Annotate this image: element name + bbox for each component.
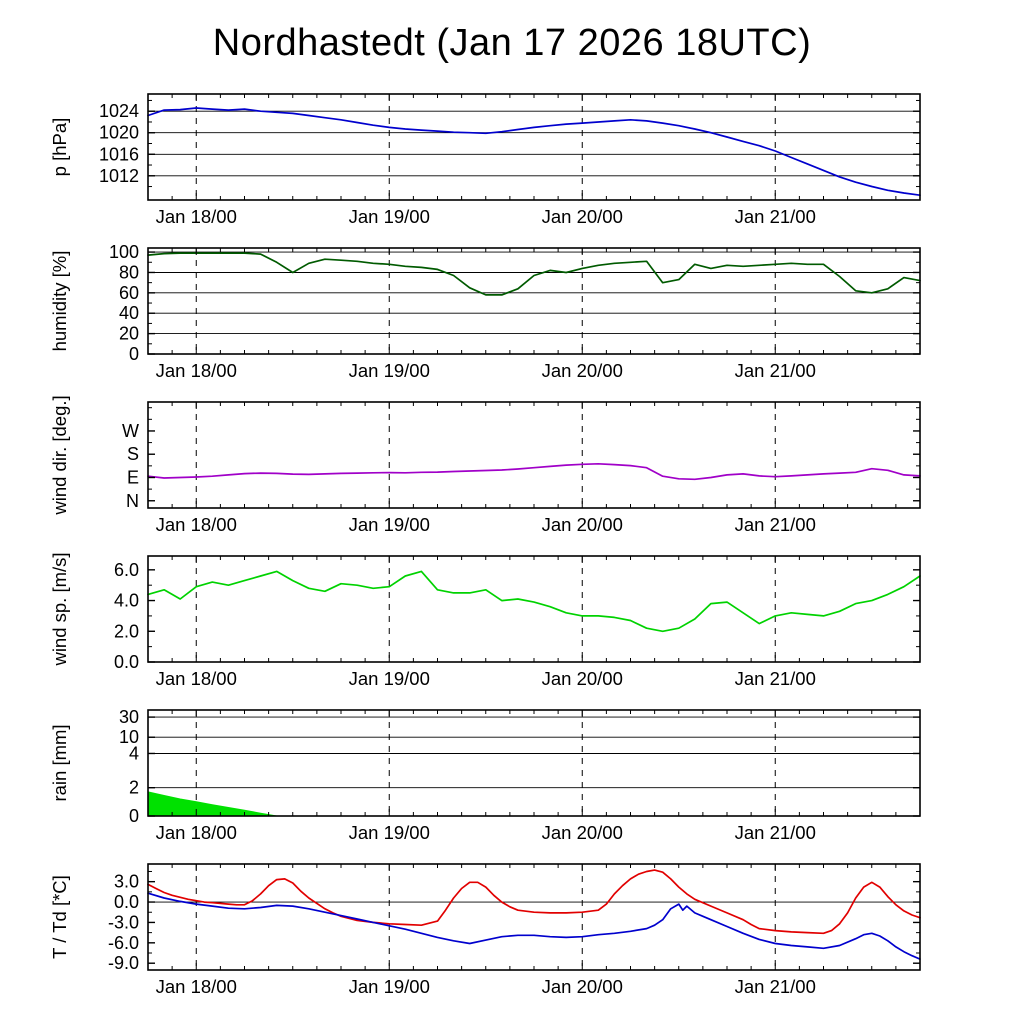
xtick-label: Jan 20/00 [542,360,623,381]
xtick-label: Jan 18/00 [156,668,237,689]
ytick-label: 0 [129,344,139,364]
panel-border [147,863,921,971]
ytick-label: 4.0 [114,591,139,611]
xtick-label: Jan 21/00 [735,206,816,227]
xtick-label: Jan 21/00 [735,668,816,689]
series-rain [147,791,277,817]
series-humidity [147,252,921,296]
ytick-label: 0.0 [114,652,139,672]
xtick-label: Jan 20/00 [542,822,623,843]
panel-wind-speed: 0.0 2.0 4.0 6.0 Jan 18/00 Jan 19/00 Jan 20/00 J… [49,552,921,689]
xtick-label: Jan 20/00 [542,668,623,689]
y-axis-title: rain [mm] [49,724,70,801]
xtick-label: Jan 18/00 [156,206,237,227]
xtick-label: Jan 19/00 [349,206,430,227]
panel-border [147,555,921,663]
panel-border [147,709,921,817]
xtick-label: Jan 18/00 [156,514,237,535]
ytick-label: 10 [119,727,139,747]
y-axis-title: humidity [%] [49,251,70,352]
xtick-label: Jan 20/00 [542,976,623,997]
ytick-label: 3.0 [114,872,139,892]
meteogram-panels: 1012 1016 1020 1024 Jan 18/00 Jan 19/00 Jan 20… [0,75,1024,1009]
ytick-label: 6.0 [114,560,139,580]
series-T [147,869,921,935]
ytick-label: 0 [129,806,139,826]
ytick-label: 30 [119,707,139,727]
ytick-label: 60 [119,283,139,303]
ytick-label: 2.0 [114,621,139,641]
xtick-label: Jan 18/00 [156,822,237,843]
series-wind-speed [147,570,921,633]
xtick-label: Jan 18/00 [156,976,237,997]
ytick-label: 0.0 [114,892,139,912]
ytick-label: 80 [119,262,139,282]
y-axis-title: T / Td [*C] [49,875,70,959]
series-wind-direction [147,462,921,481]
ytick-label: N [126,491,139,511]
xtick-label: Jan 19/00 [349,822,430,843]
panel-temperature-dewpoint: 3.00.0-3.0-6.0-9.0 Jan 18/00 Jan 19/00 Jan … [49,863,921,997]
xtick-label: Jan 20/00 [542,514,623,535]
meteogram-page: Nordhastedt (Jan 17 2026 18UTC) 1012 1016… [0,22,1024,1009]
xtick-label: Jan 21/00 [735,976,816,997]
y-axis-title: wind sp. [m/s] [49,552,70,666]
ytick-label: 1024 [99,101,139,121]
ytick-label: E [127,467,139,487]
ytick-label: 1020 [99,123,139,143]
xtick-label: Jan 19/00 [349,360,430,381]
ytick-label: 4 [129,743,139,763]
xtick-label: Jan 19/00 [349,976,430,997]
xtick-label: Jan 21/00 [735,822,816,843]
ytick-label: W [122,421,139,441]
ytick-label: -6.0 [108,933,139,953]
chart-title: Nordhastedt (Jan 17 2026 18UTC) [212,22,812,64]
xtick-label: Jan 19/00 [349,514,430,535]
panel-border [147,93,921,201]
ytick-label: 1012 [99,166,139,186]
ytick-label: -3.0 [108,912,139,932]
panel-border [147,401,921,509]
ytick-label: S [127,444,139,464]
xtick-label: Jan 21/00 [735,360,816,381]
y-axis-title: p [hPa] [49,118,70,177]
xtick-label: Jan 21/00 [735,514,816,535]
ytick-label: 1016 [99,144,139,164]
ytick-label: -9.0 [108,953,139,973]
ytick-label: 2 [129,778,139,798]
ytick-label: 100 [109,242,139,262]
y-axis-title: wind dir. [deg.] [49,395,70,515]
xtick-label: Jan 19/00 [349,668,430,689]
series-Td [147,892,921,960]
series-pressure [147,107,921,197]
ytick-label: 20 [119,324,139,344]
xtick-label: Jan 20/00 [542,206,623,227]
xtick-label: Jan 18/00 [156,360,237,381]
ytick-label: 40 [119,303,139,323]
